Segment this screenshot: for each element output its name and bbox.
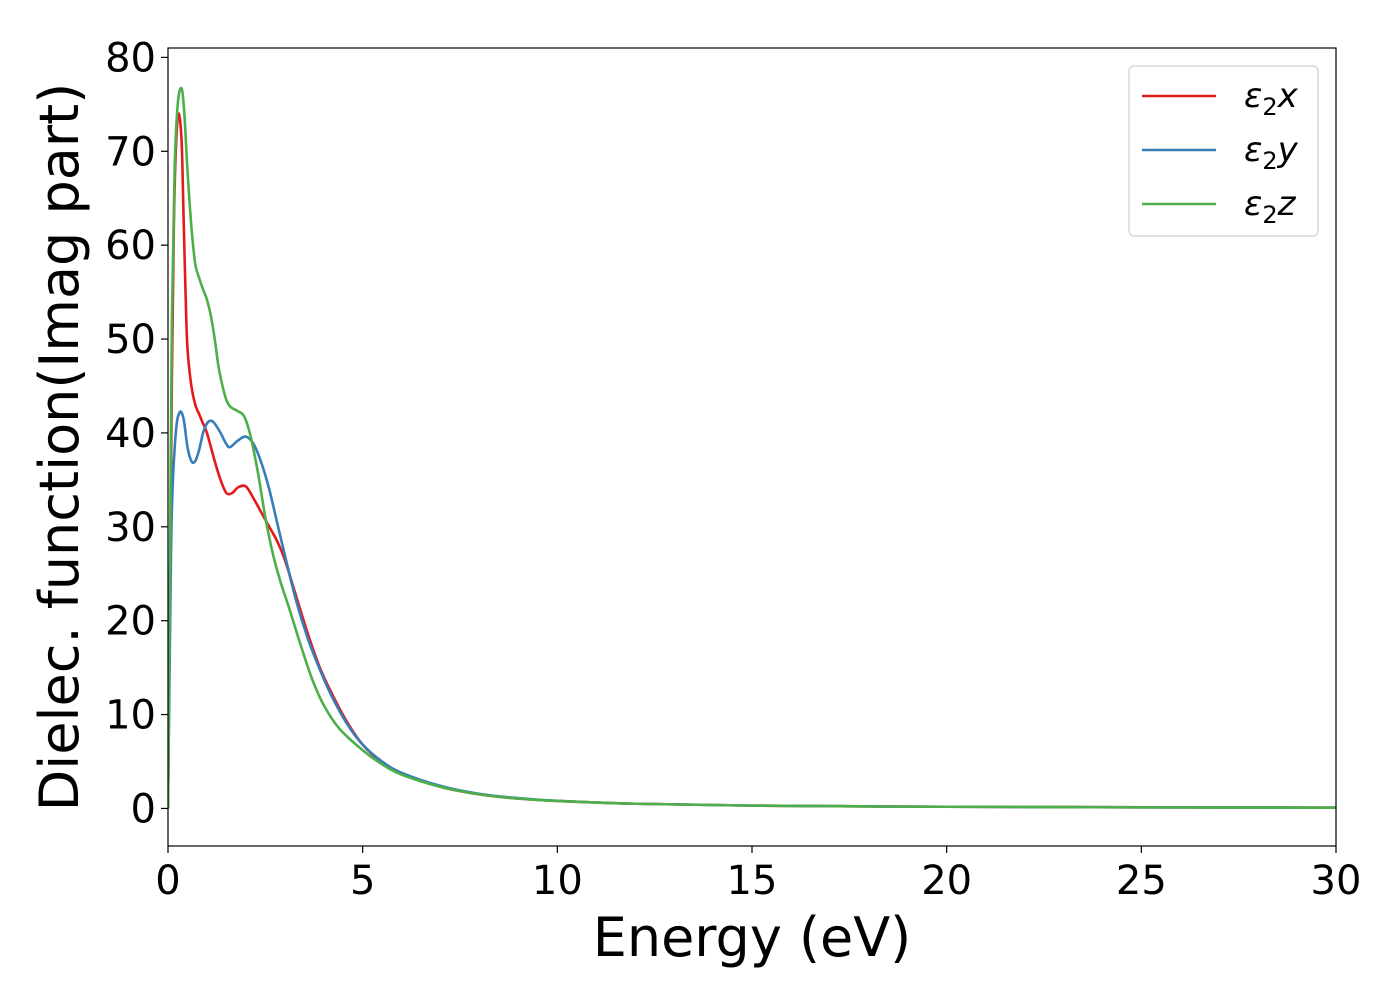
legend-label: ε2x [1244, 76, 1299, 121]
y-tick-label: 50 [105, 317, 156, 363]
y-tick-label: 10 [105, 693, 156, 739]
y-tick-label: 30 [105, 505, 156, 551]
series-line-y [168, 410, 1336, 809]
x-tick-label: 10 [532, 858, 583, 904]
y-tick-label: 20 [105, 599, 156, 645]
legend: ε2x ε2y ε2z [1128, 65, 1319, 237]
y-tick-label: 40 [105, 411, 156, 457]
legend-box [1128, 65, 1319, 237]
x-tick-label: 30 [1311, 858, 1362, 904]
x-tick-label: 5 [350, 858, 375, 904]
y-tick-label: 80 [105, 35, 156, 81]
x-axis-label: Energy (eV) [593, 906, 912, 969]
y-tick-label: 60 [105, 223, 156, 269]
y-tick-label: 0 [131, 786, 156, 832]
legend-label: ε2z [1244, 184, 1297, 229]
y-axis-ticks: 0 10 20 30 40 50 60 70 80 [105, 35, 168, 832]
x-tick-label: 0 [155, 858, 180, 904]
x-tick-label: 15 [727, 858, 778, 904]
y-tick-label: 70 [105, 129, 156, 175]
x-axis-ticks: 0 5 10 15 20 25 30 [155, 846, 1361, 904]
y-axis-label: Dielec. function(Imag part) [28, 83, 91, 812]
series-line-z [168, 86, 1336, 809]
plot-area [168, 86, 1336, 809]
x-tick-label: 25 [1116, 858, 1167, 904]
legend-label: ε2y [1244, 130, 1299, 175]
x-tick-label: 20 [921, 858, 972, 904]
